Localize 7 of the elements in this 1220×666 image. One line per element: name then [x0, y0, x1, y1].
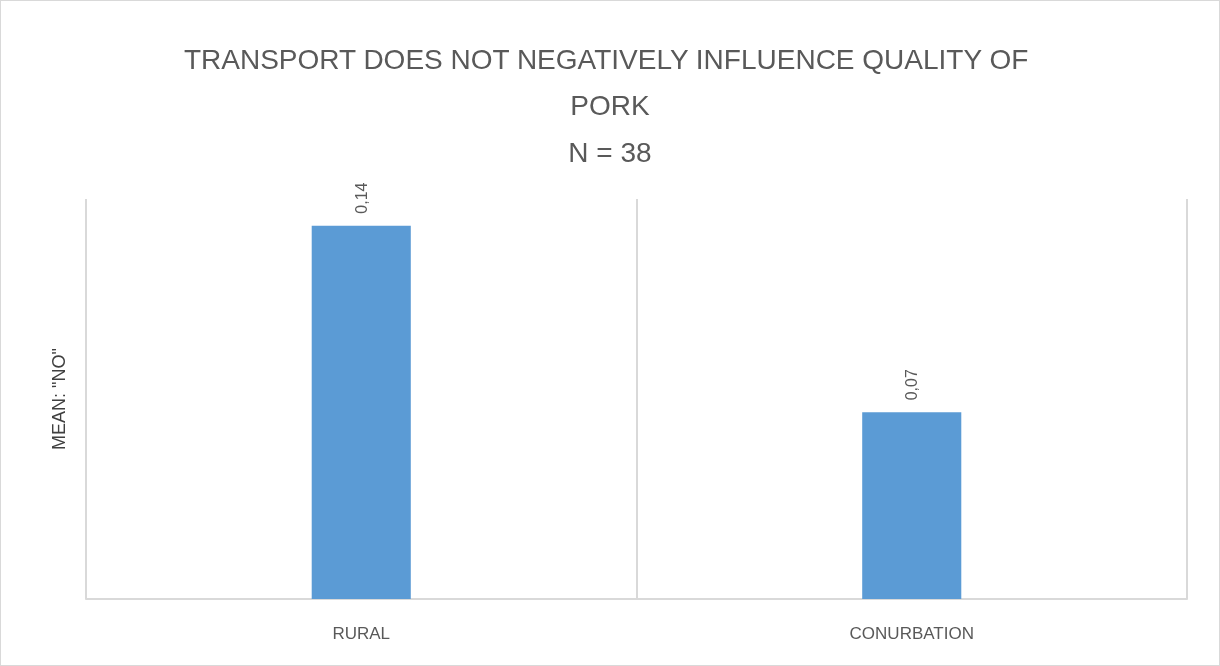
- x-tick-label: CONURBATION: [849, 624, 974, 643]
- chart-title: TRANSPORT DOES NOT NEGATIVELY INFLUENCE QUALITY OF PORK: [183, 43, 1037, 121]
- x-tick-label: RURAL: [332, 624, 391, 643]
- data-label: 0,14: [352, 182, 370, 214]
- chart-subtitle: N = 38: [568, 136, 652, 168]
- y-axis-title: MEAN: "NO": [49, 348, 69, 450]
- data-label: 0,07: [903, 369, 921, 401]
